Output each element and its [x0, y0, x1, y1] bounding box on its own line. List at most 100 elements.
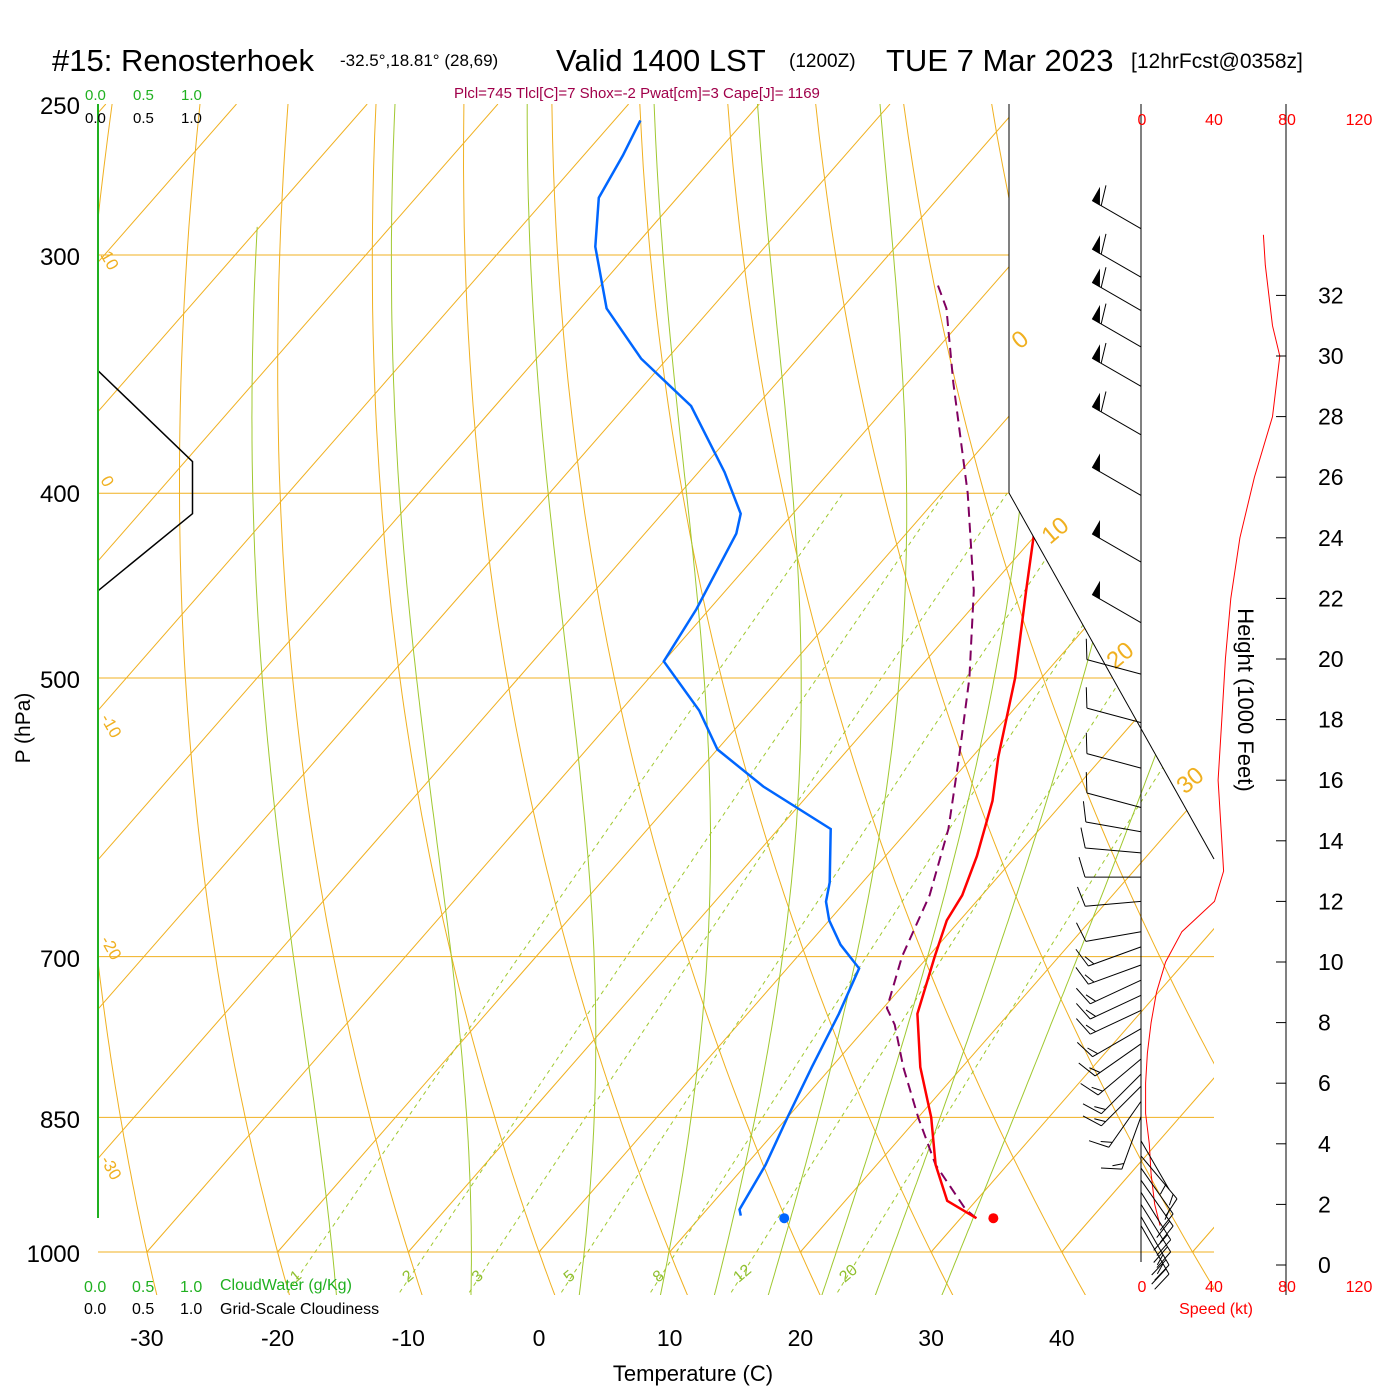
mixing-ratio-line — [468, 492, 1008, 1293]
mixing-ratio-line — [650, 492, 1171, 1293]
wind-barb — [1075, 964, 1142, 985]
wind-barb — [1091, 580, 1142, 624]
cl-bot-2: 1.0 — [180, 1301, 202, 1318]
dry-adiabat — [1334, 70, 1400, 1331]
height-tick-2: 2 — [1318, 1191, 1331, 1217]
wind-barb — [1075, 1010, 1142, 1035]
dry-adiabat — [462, 104, 704, 1295]
isotherm — [98, 104, 499, 1253]
dry-adiabat — [898, 104, 1214, 1295]
dry-adiabat — [179, 104, 301, 1295]
t-tick--20: -20 — [261, 1325, 294, 1351]
cloudiness-axis-bottom: 0.0 0.5 1.0 Grid-Scale Cloudiness — [84, 1301, 379, 1318]
wind-barb — [1091, 391, 1142, 436]
mixing-ratio-label: 12 — [730, 1262, 755, 1287]
moist-adiabat — [704, 104, 802, 1295]
height-tick-20: 20 — [1318, 646, 1344, 672]
dry-adiabat — [811, 104, 1214, 1295]
dry-adiabat — [638, 104, 972, 1295]
wind-barb — [1075, 979, 1142, 1005]
p-tick-400: 400 — [40, 481, 80, 508]
wind-barbs — [1075, 185, 1178, 1290]
isotherm-label-left: -30 — [97, 1153, 126, 1184]
wind-barb — [1088, 1101, 1142, 1148]
wind-barb — [1091, 267, 1142, 311]
spd-bot-40: 40 — [1205, 1279, 1223, 1296]
wind-barb — [1082, 1085, 1142, 1127]
valid-time: Valid 1400 LST — [556, 43, 766, 78]
surface-dewpoint-dot — [779, 1213, 790, 1224]
wind-barb — [1085, 638, 1142, 675]
wind-barb — [1091, 342, 1142, 387]
height-tick-30: 30 — [1318, 343, 1344, 369]
t-tick--30: -30 — [130, 1325, 163, 1351]
isotherm-label-right: 10 — [1037, 512, 1075, 550]
isotherm — [1192, 104, 1214, 1253]
moist-adiabat — [809, 104, 1032, 1295]
wind-barb — [1091, 520, 1142, 563]
cl-bot-1: 0.5 — [132, 1301, 154, 1318]
wind-barb — [1140, 1204, 1172, 1268]
isotherm-label-left: 0 — [97, 473, 118, 491]
height-tick-16: 16 — [1318, 767, 1344, 793]
wind-barb — [1091, 185, 1142, 230]
cw-bot-1: 0.5 — [132, 1279, 154, 1296]
height-tick-6: 6 — [1318, 1070, 1331, 1096]
height-tick-24: 24 — [1318, 525, 1344, 551]
moist-adiabat-grid — [251, 104, 1214, 1295]
wind-speed-axis-label: Speed (kt) — [1179, 1301, 1253, 1318]
mixing-ratio-line — [837, 492, 1214, 1293]
wind-barb — [1100, 1116, 1142, 1170]
cw-bot-0: 0.0 — [84, 1279, 106, 1296]
wind-barb — [1085, 732, 1142, 769]
height-tick-18: 18 — [1318, 707, 1344, 733]
wind-barb — [1075, 994, 1142, 1020]
wind-barb — [1080, 1058, 1142, 1096]
wind-barb — [1077, 886, 1142, 907]
spd-top-0: 0 — [1138, 112, 1147, 129]
dry-adiabat — [724, 104, 1107, 1295]
t-tick-40: 40 — [1049, 1325, 1075, 1351]
dry-adiabat — [277, 104, 435, 1295]
dry-adiabat-grid — [98, 70, 1400, 1331]
moist-adiabat — [926, 104, 1214, 1295]
cloudiness-axis-label: Grid-Scale Cloudiness — [220, 1301, 379, 1318]
wind-barb — [1140, 1140, 1170, 1195]
isotherm-label-left: -10 — [97, 711, 126, 742]
cloudwater-axis-label: CloudWater (g/Kg) — [220, 1277, 352, 1294]
p-tick-850: 850 — [40, 1107, 80, 1134]
cloud-fraction-trace — [98, 370, 194, 592]
mixing-ratio-line — [286, 492, 844, 1293]
moist-adiabat — [390, 104, 472, 1295]
mixing-ratio-label: 20 — [836, 1262, 861, 1287]
wind-barb — [1140, 1216, 1170, 1281]
height-tick-28: 28 — [1318, 404, 1344, 430]
isotherm — [1323, 104, 1400, 1252]
spd-bot-0: 0 — [1138, 1279, 1147, 1296]
wind-speed-axis-top: 0 40 80 120 — [1138, 112, 1373, 129]
dewpoint-trace — [594, 119, 861, 1216]
wind-barb — [1091, 303, 1142, 348]
t-tick-0: 0 — [533, 1325, 546, 1351]
wind-speed-axis-bottom: 0 40 80 120 Speed (kt) — [1138, 1279, 1373, 1318]
moist-adiabat — [251, 226, 340, 1295]
p-tick-700: 700 — [40, 946, 80, 973]
mixing-ratio-line — [560, 492, 1091, 1293]
wind-barb — [1085, 687, 1142, 724]
temperature-ticks: -30 -20 -10 0 10 20 30 40 — [130, 1325, 1074, 1351]
height-tick-14: 14 — [1318, 828, 1344, 854]
p-tick-1000: 1000 — [27, 1241, 80, 1268]
surface-temperature-dot — [988, 1213, 999, 1224]
wind-barb — [1082, 1073, 1142, 1115]
x-axis-label: Temperature (C) — [613, 1361, 773, 1386]
isotherm-label-left: 10 — [97, 248, 123, 274]
cl-bot-0: 0.0 — [84, 1301, 106, 1318]
valid-date: TUE 7 Mar 2023 — [886, 43, 1113, 78]
cw-top-1: 0.5 — [133, 87, 154, 104]
height-tick-8: 8 — [1318, 1010, 1331, 1036]
pressure-ticks: 250 300 400 500 700 850 1000 — [27, 93, 80, 1268]
wind-barb — [1078, 857, 1141, 878]
cloudwater-axis-top: 0.0 0.5 1.0 — [85, 87, 202, 104]
